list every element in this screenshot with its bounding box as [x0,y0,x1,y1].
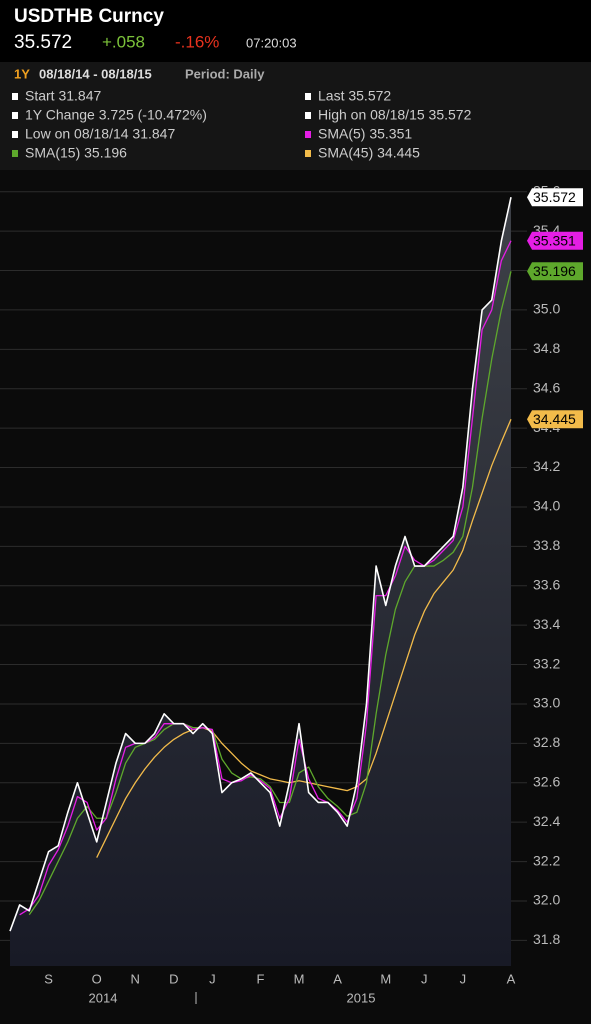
y-tick-label: 32.6 [533,773,560,789]
x-tick-label: S [44,971,53,986]
x-tick-label: A [333,971,342,986]
year-label: 2015 [347,990,376,1005]
legend-entry: Low on 08/18/14 31.847 [25,126,175,142]
legend-entry: SMA(5) 35.351 [318,126,412,142]
x-tick-label: D [169,971,178,986]
x-tick-label: M [380,971,391,986]
value-tag [527,188,583,207]
year-label: 2014 [89,990,118,1005]
y-tick-label: 32.2 [533,852,560,868]
legend-swatch [12,150,18,157]
x-tick-label: F [257,971,265,986]
legend-swatch [305,131,311,138]
frequency: Period: Daily [185,66,265,81]
legend-entry: Last 35.572 [318,88,391,104]
y-tick-label: 34.6 [533,379,560,395]
legend-panel [0,62,591,170]
y-tick-label: 32.4 [533,813,560,829]
legend-entry: High on 08/18/15 35.572 [318,107,472,123]
legend-entry: SMA(45) 34.445 [318,145,420,161]
legend-swatch [12,93,18,100]
series-line [9,197,512,932]
time: 07:20:03 [246,35,297,50]
legend-entry: 1Y Change 3.725 (-10.472%) [25,107,207,123]
legend-swatch [305,112,311,119]
x-tick-label: J [421,971,428,986]
value-tag [527,410,583,429]
y-tick-label: 34.2 [533,458,560,474]
net-change: +.058 [102,32,145,51]
value-tag-label: 34.445 [533,411,576,427]
value-tag [527,231,583,250]
series-line [96,419,512,858]
x-tick-label: N [131,971,140,986]
last-price: 35.572 [14,32,72,53]
legend-swatch [305,150,311,157]
legend-swatch [12,131,18,138]
y-tick-label: 34.0 [533,498,560,514]
legend-swatch [12,112,18,119]
value-tag-label: 35.196 [533,263,576,279]
y-tick-label: 32.0 [533,892,560,908]
y-tick-label: 33.8 [533,537,560,553]
y-tick-label: 31.8 [533,931,560,947]
y-tick-label: 33.4 [533,616,560,632]
x-tick-label: O [92,971,102,986]
y-tick-label: 34.8 [533,340,560,356]
value-tag-label: 35.572 [533,189,576,205]
x-tick-label: A [507,971,516,986]
y-tick-label: 33.2 [533,655,560,671]
date-range: 08/18/14 - 08/18/15 [39,66,152,81]
x-tick-label: M [294,971,305,986]
legend-entry: Start 31.847 [25,88,101,104]
value-tag [527,262,583,281]
x-tick-label: J [460,971,467,986]
area-fill [10,197,511,966]
y-tick-label: 33.6 [533,576,560,592]
range: 1Y [14,66,30,81]
y-tick-label: 35.0 [533,301,560,317]
y-tick-label: 33.0 [533,695,560,711]
value-tag-label: 35.351 [533,232,576,248]
legend-entry: SMA(15) 35.196 [25,145,127,161]
y-tick-label: 32.8 [533,734,560,750]
pct-change: -.16% [175,32,219,51]
series-line [28,271,512,916]
legend-swatch [305,93,311,100]
chart-title: USDTHB Curncy [14,6,164,27]
x-tick-label: J [209,971,216,986]
